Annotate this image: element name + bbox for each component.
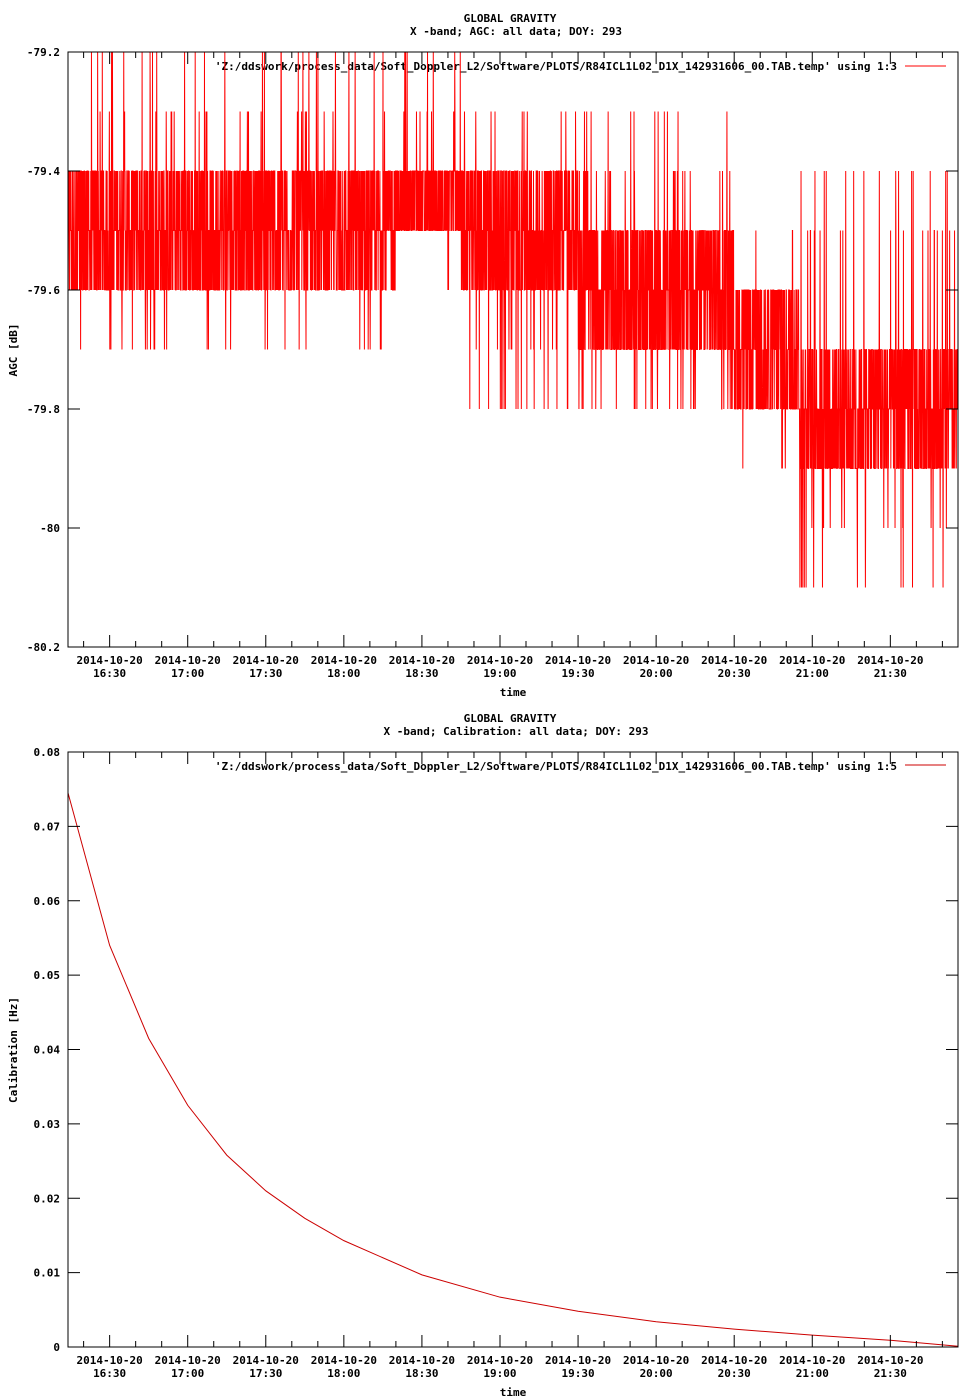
agc-axes-layer: -79.2-79.4-79.6-79.8-80-80.22014-10-2016… xyxy=(27,46,959,680)
x-tick-label-date: 2014-10-20 xyxy=(623,654,689,667)
legend-label: 'Z:/ddswork/process_data/Soft_Doppler_L2… xyxy=(215,760,897,773)
x-tick-label-time: 16:30 xyxy=(93,1367,126,1380)
x-tick-label-time: 20:30 xyxy=(718,667,751,680)
y-tick-label: -80.2 xyxy=(27,641,60,654)
x-tick-label-date: 2014-10-20 xyxy=(857,654,923,667)
x-tick-label-time: 19:30 xyxy=(561,1367,594,1380)
agc-series-layer xyxy=(67,51,959,588)
x-tick-label-date: 2014-10-20 xyxy=(857,1354,923,1367)
x-tick-label-time: 17:00 xyxy=(171,667,204,680)
calibration-series-layer xyxy=(67,792,959,1347)
y-axis-label: Calibration [Hz] xyxy=(7,997,20,1103)
y-tick-label: 0.06 xyxy=(34,895,61,908)
x-tick-label-date: 2014-10-20 xyxy=(311,1354,377,1367)
y-tick-label: -79.6 xyxy=(27,284,60,297)
x-tick-label-time: 21:00 xyxy=(796,667,829,680)
y-tick-label: 0 xyxy=(53,1341,60,1354)
agc-chart: GLOBAL GRAVITY X -band; AGC: all data; D… xyxy=(7,12,959,699)
x-tick-label-time: 20:00 xyxy=(640,1367,673,1380)
y-tick-label: -79.8 xyxy=(27,403,60,416)
x-tick-label-time: 17:00 xyxy=(171,1367,204,1380)
x-tick-label-date: 2014-10-20 xyxy=(467,654,533,667)
y-tick-label: -80 xyxy=(40,522,60,535)
x-axis-label: time xyxy=(500,1386,527,1399)
agc-series-line xyxy=(67,51,959,588)
x-tick-label-time: 20:00 xyxy=(640,667,673,680)
chart-subtitle: X -band; AGC: all data; DOY: 293 xyxy=(410,25,622,38)
y-tick-label: 0.05 xyxy=(34,969,61,982)
x-tick-label-date: 2014-10-20 xyxy=(155,1354,221,1367)
y-tick-label: -79.4 xyxy=(27,165,60,178)
y-tick-label: 0.07 xyxy=(34,820,61,833)
legend-label: 'Z:/ddswork/process_data/Soft_Doppler_L2… xyxy=(215,60,897,73)
chart-subtitle: X -band; Calibration: all data; DOY: 293 xyxy=(384,725,649,738)
calibration-axes-layer: 0.08 0.07 0.06 0.05 0.04 0.03 0.02 0.01 0 2014-10… xyxy=(34,746,959,1380)
x-tick-label-time: 19:30 xyxy=(561,667,594,680)
x-tick-label-date: 2014-10-20 xyxy=(467,1354,533,1367)
x-tick-label-time: 18:00 xyxy=(327,1367,360,1380)
chart-title: GLOBAL GRAVITY xyxy=(464,12,557,25)
x-tick-label-date: 2014-10-20 xyxy=(311,654,377,667)
y-tick-label: -79.2 xyxy=(27,46,60,59)
x-tick-label-date: 2014-10-20 xyxy=(77,1354,143,1367)
x-tick-label-date: 2014-10-20 xyxy=(779,1354,845,1367)
x-tick-label-time: 20:30 xyxy=(718,1367,751,1380)
y-axis-label: AGC [dB] xyxy=(7,324,20,377)
x-tick-label-date: 2014-10-20 xyxy=(77,654,143,667)
y-tick-label: 0.03 xyxy=(34,1118,61,1131)
x-tick-label-date: 2014-10-20 xyxy=(701,654,767,667)
x-tick-label-time: 19:00 xyxy=(483,1367,516,1380)
x-tick-label-time: 21:30 xyxy=(874,1367,907,1380)
y-tick-label: 0.01 xyxy=(34,1267,61,1280)
x-tick-label-time: 16:30 xyxy=(93,667,126,680)
x-tick-label-time: 21:00 xyxy=(796,1367,829,1380)
x-tick-label-date: 2014-10-20 xyxy=(545,1354,611,1367)
x-tick-label-time: 18:00 xyxy=(327,667,360,680)
x-tick-label-time: 17:30 xyxy=(249,667,282,680)
x-tick-label-date: 2014-10-20 xyxy=(779,654,845,667)
x-tick-label-time: 18:30 xyxy=(405,667,438,680)
x-tick-label-date: 2014-10-20 xyxy=(623,1354,689,1367)
chart-title: GLOBAL GRAVITY xyxy=(464,712,557,725)
x-axis-label: time xyxy=(500,686,527,699)
x-tick-label-date: 2014-10-20 xyxy=(233,1354,299,1367)
y-tick-label: 0.08 xyxy=(34,746,61,759)
x-tick-label-date: 2014-10-20 xyxy=(701,1354,767,1367)
x-tick-label-date: 2014-10-20 xyxy=(155,654,221,667)
plot-frame xyxy=(67,51,959,648)
x-tick-label-time: 19:00 xyxy=(483,667,516,680)
calibration-series-line xyxy=(67,792,959,1347)
calibration-chart: GLOBAL GRAVITY X -band; Calibration: all… xyxy=(7,712,959,1399)
x-tick-label-time: 17:30 xyxy=(249,1367,282,1380)
y-tick-label: 0.04 xyxy=(34,1044,61,1057)
x-tick-label-time: 18:30 xyxy=(405,1367,438,1380)
y-tick-label: 0.02 xyxy=(34,1192,61,1205)
x-tick-label-time: 21:30 xyxy=(874,667,907,680)
x-tick-label-date: 2014-10-20 xyxy=(545,654,611,667)
x-tick-label-date: 2014-10-20 xyxy=(389,1354,455,1367)
x-tick-label-date: 2014-10-20 xyxy=(389,654,455,667)
x-tick-label-date: 2014-10-20 xyxy=(233,654,299,667)
plot-frame xyxy=(67,751,959,1348)
